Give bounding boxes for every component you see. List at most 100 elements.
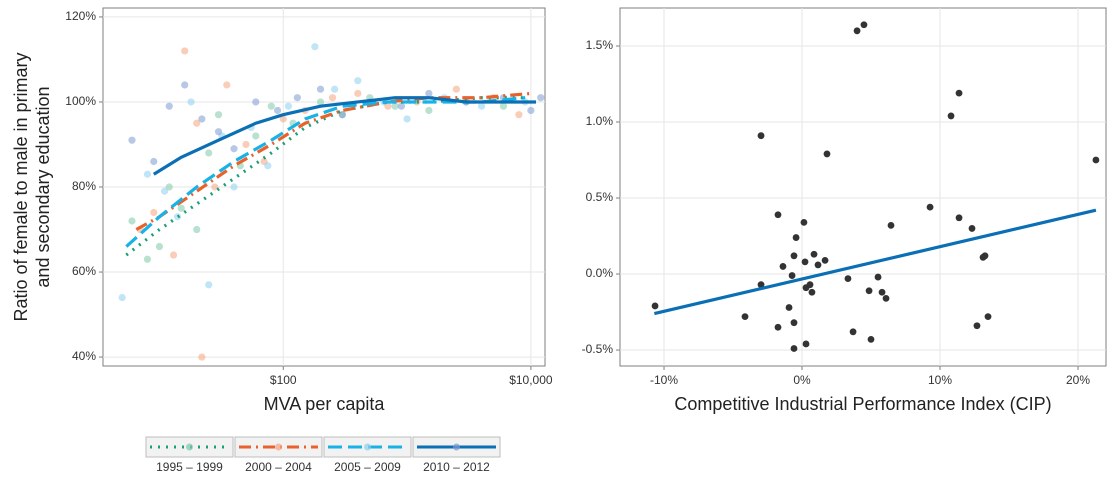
data-point: [757, 281, 765, 289]
y-tick-label: 1.0%: [586, 114, 614, 128]
data-point: [865, 287, 873, 295]
data-point: [181, 81, 189, 89]
data-point: [293, 94, 301, 102]
data-point: [947, 112, 955, 120]
x-axis-title: Competitive Industrial Performance Index…: [674, 394, 1051, 414]
data-point: [230, 183, 238, 191]
data-point: [874, 273, 882, 281]
data-point: [391, 102, 399, 110]
data-point: [397, 102, 406, 110]
data-point: [882, 294, 890, 302]
data-point: [853, 27, 861, 35]
data-point: [774, 323, 782, 331]
x-tick-label: -10%: [650, 373, 678, 387]
legend-label: 2010 – 2012: [423, 460, 490, 474]
y-tick-label: 120%: [65, 9, 96, 23]
data-point: [279, 115, 287, 123]
legend-label: 1995 – 1999: [156, 460, 223, 474]
data-point: [844, 275, 852, 282]
data-point: [741, 313, 749, 320]
data-point: [757, 132, 765, 140]
data-point: [887, 221, 895, 229]
data-point: [252, 132, 260, 140]
data-point: [867, 335, 875, 343]
x-tick-label: 10%: [928, 373, 952, 387]
data-point: [181, 47, 189, 55]
data-point: [165, 183, 173, 191]
data-point: [223, 81, 231, 89]
x-tick-label: $100: [270, 373, 297, 387]
data-point: [143, 255, 152, 263]
data-point: [515, 111, 523, 119]
y-axis-title: and secondary education: [33, 86, 53, 287]
y-tick-label: 40%: [72, 349, 96, 363]
data-point: [193, 225, 201, 234]
x-axis-title: MVA per capita: [264, 394, 386, 414]
data-point: [527, 106, 535, 115]
data-point: [814, 261, 822, 269]
data-point: [774, 211, 782, 219]
data-point: [788, 272, 796, 279]
data-point: [128, 217, 136, 225]
data-point: [425, 89, 433, 98]
y-tick-label: 0.0%: [586, 266, 614, 280]
data-point: [267, 102, 275, 110]
data-point: [499, 102, 508, 110]
data-point: [821, 256, 829, 264]
y-axis-title: Ratio of female to male in primary: [11, 52, 31, 321]
data-point: [128, 136, 136, 144]
data-point: [284, 102, 292, 110]
data-point: [801, 258, 809, 266]
data-point: [331, 85, 339, 93]
data-point: [849, 328, 857, 336]
x-tick-label: 20%: [1066, 373, 1090, 387]
data-point: [790, 319, 798, 327]
data-point: [651, 302, 659, 310]
y-tick-label: 60%: [72, 264, 96, 278]
data-point: [187, 98, 195, 106]
data-point: [785, 304, 793, 311]
data-point: [955, 89, 963, 97]
data-point: [155, 242, 164, 251]
data-point: [193, 119, 201, 127]
data-point: [143, 170, 152, 178]
data-point: [354, 89, 362, 98]
data-point: [973, 322, 981, 330]
data-point: [802, 340, 810, 348]
data-point: [165, 102, 173, 110]
data-point: [316, 98, 325, 106]
data-point: [823, 150, 831, 158]
data-point: [118, 293, 126, 302]
data-point: [779, 263, 787, 270]
data-point: [792, 234, 800, 241]
trend-line: [125, 96, 526, 248]
plot-panel: [619, 7, 1107, 367]
trend-line: [152, 96, 537, 176]
data-point: [205, 149, 213, 157]
data-point: [800, 218, 808, 226]
data-point: [328, 94, 337, 102]
data-point: [860, 21, 868, 29]
legend-point: [275, 443, 282, 451]
legend-label: 2000 – 2004: [245, 460, 312, 474]
data-point: [806, 281, 814, 289]
data-point: [808, 288, 816, 296]
data-point: [211, 183, 219, 191]
trend-line: [653, 208, 1097, 316]
y-tick-label: 1.5%: [586, 38, 614, 52]
data-point: [425, 106, 433, 115]
data-point: [452, 85, 460, 93]
legend-point: [186, 443, 193, 451]
data-point: [242, 140, 250, 149]
data-point: [273, 106, 282, 115]
data-point: [810, 250, 818, 258]
data-point: [878, 288, 886, 296]
data-point: [214, 111, 223, 119]
y-tick-label: -0.5%: [582, 342, 614, 356]
legend-point: [453, 443, 460, 451]
data-point: [173, 213, 182, 221]
data-point: [790, 252, 798, 260]
data-point: [316, 85, 325, 93]
x-tick-label: $10,000: [509, 373, 553, 387]
